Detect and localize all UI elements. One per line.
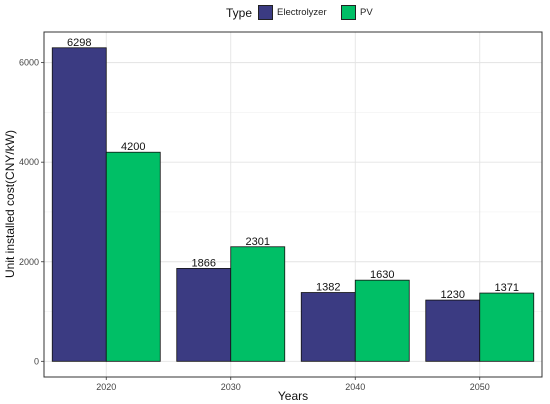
bars (51, 47, 535, 362)
data-labels: 6298 4200 1866 2301 1382 1630 1230 1371 (67, 37, 519, 301)
bar-pv-2040 (354, 279, 410, 362)
data-label-electrolyzer-2030: 1866 (192, 257, 216, 269)
bar-pv-2020 (105, 151, 161, 362)
data-label-electrolyzer-2040: 1382 (316, 282, 340, 294)
y-tick-label: 0 (34, 356, 39, 366)
legend-title: Type (226, 6, 253, 20)
x-tick-label: 2030 (221, 382, 241, 392)
data-label-electrolyzer-2050: 1230 (441, 289, 465, 301)
x-axis-title: Years (278, 389, 308, 403)
x-tick-label: 2050 (470, 382, 490, 392)
y-axis: 0 2000 4000 6000 (19, 58, 44, 366)
x-axis: 2020 2030 2040 2050 (96, 377, 490, 392)
bar-pv-2030 (230, 246, 286, 362)
data-label-pv-2020: 4200 (121, 141, 145, 153)
legend-key-pv (341, 5, 356, 20)
bar-electrolyzer-2040 (300, 292, 356, 362)
legend-label-pv: PV (360, 7, 373, 18)
y-tick-label: 6000 (19, 58, 39, 68)
bar-pv-2050 (479, 292, 535, 362)
data-label-pv-2050: 1371 (495, 282, 519, 294)
bar-electrolyzer-2030 (176, 268, 232, 362)
bar-electrolyzer-2050 (425, 299, 481, 362)
plot-border (43, 31, 543, 378)
data-label-electrolyzer-2020: 6298 (67, 37, 91, 49)
data-label-pv-2030: 2301 (246, 236, 270, 248)
y-tick-label: 4000 (19, 157, 39, 167)
y-axis-title: Unit installed cost(CNY/kW) (3, 130, 17, 278)
y-tick-label: 2000 (19, 257, 39, 267)
x-tick-label: 2020 (96, 382, 116, 392)
legend-key-electrolyzer (258, 5, 273, 20)
data-label-pv-2040: 1630 (370, 269, 394, 281)
bar-electrolyzer-2020 (51, 47, 107, 362)
legend: Type Electrolyzer PV (0, 2, 550, 24)
x-tick-label: 2040 (345, 382, 365, 392)
legend-label-electrolyzer: Electrolyzer (277, 7, 327, 18)
